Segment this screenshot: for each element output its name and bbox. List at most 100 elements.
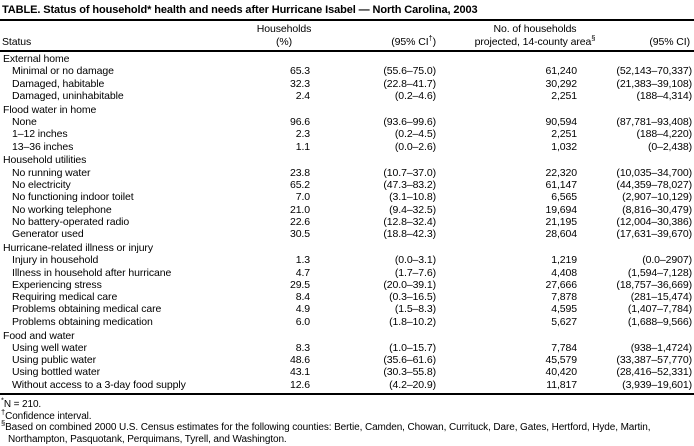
households-ci-value: (3.1–10.8) bbox=[389, 191, 436, 204]
projected-ci-value: (188–4,220) bbox=[636, 128, 692, 141]
households-pct-value: 8.4 bbox=[295, 291, 310, 304]
households-ci-value: (12.8–32.4) bbox=[383, 215, 436, 228]
projected-ci-value: (188–4,314) bbox=[636, 89, 692, 102]
households-ci-value: (0.2–4.5) bbox=[394, 128, 436, 141]
row-label: No battery-operated radio bbox=[12, 215, 130, 228]
table-body: External home Minimal or no damage 65.3 (55… bbox=[0, 52, 694, 396]
section-label: External home bbox=[3, 53, 70, 65]
households-ci-value: (93.6–99.6) bbox=[383, 115, 436, 128]
projected-households-value: 11,817 bbox=[546, 378, 577, 391]
table-row: Without access to a 3-day food supply 12.… bbox=[0, 379, 694, 391]
projected-households-value: 22,320 bbox=[545, 166, 577, 179]
col-header-projected-line1: No. of households bbox=[493, 23, 577, 35]
projected-households-value: 61,147 bbox=[545, 178, 577, 191]
table-row: Generator used 30.5 (18.8–42.3) 28,604 (17,6… bbox=[0, 228, 694, 240]
table-row: Damaged, habitable 32.3 (22.8–41.7) 30,292 (… bbox=[0, 78, 694, 90]
projected-households-value: 1,032 bbox=[551, 140, 577, 153]
projected-households-value: 28,604 bbox=[545, 228, 577, 241]
projected-ci-value: (3,939–19,601) bbox=[622, 378, 692, 391]
projected-households-value: 2,251 bbox=[551, 89, 577, 102]
footnote: †Confidence interval. bbox=[1, 407, 92, 422]
projected-ci-value: (21,383–39,108) bbox=[616, 77, 692, 90]
section-header-row: Hurricane-related illness or injury bbox=[0, 242, 694, 254]
footnote: §Based on combined 2000 U.S. Census esti… bbox=[1, 418, 651, 445]
households-pct-value: 32.3 bbox=[289, 77, 310, 90]
projected-households-value: 5,627 bbox=[551, 315, 577, 328]
col-header-ci1: (95% CI†) bbox=[320, 33, 440, 49]
row-label: Without access to a 3-day food supply bbox=[12, 378, 186, 391]
table-row: No battery-operated radio 22.6 (12.8–32.4)… bbox=[0, 216, 694, 228]
households-pct-value: 8.3 bbox=[295, 341, 310, 354]
row-label: Damaged, habitable bbox=[12, 77, 105, 90]
col-header-households-line1: Households bbox=[256, 23, 312, 35]
households-pct-value: 30.5 bbox=[289, 228, 310, 241]
row-label: No electricity bbox=[12, 178, 71, 191]
table-row: Minimal or no damage 65.3 (55.6–75.0) 61,24… bbox=[0, 65, 694, 77]
section-label: Household utilities bbox=[3, 154, 87, 167]
table-row: Experiencing stress 29.5 (20.0–39.1) 27,666… bbox=[0, 279, 694, 291]
footnotes: *N = 210. †Confidence interval. §Based on … bbox=[0, 395, 694, 445]
households-ci-value: (20.0–39.1) bbox=[383, 278, 436, 291]
projected-households-value: 7,784 bbox=[551, 341, 577, 354]
row-label: No functioning indoor toilet bbox=[12, 191, 134, 204]
projected-ci-value: (87,781–93,408) bbox=[616, 115, 692, 128]
footnote-symbol: § bbox=[1, 418, 6, 428]
households-pct-value: 1.3 bbox=[295, 254, 310, 267]
households-pct-value: 2.4 bbox=[295, 89, 310, 102]
table-row: Problems obtaining medication 6.0 (1.8–10.… bbox=[0, 316, 694, 328]
projected-label: projected, 14-county area bbox=[474, 35, 592, 48]
projected-households-value: 2,251 bbox=[551, 128, 577, 141]
projected-ci-value: (52,143–70,337) bbox=[616, 65, 692, 78]
households-pct-value: 43.1 bbox=[289, 366, 310, 379]
col-header-ci2: (95% CI) bbox=[649, 35, 690, 48]
households-pct-value: 48.6 bbox=[289, 354, 310, 367]
projected-ci-value: (18,757–36,669) bbox=[616, 278, 692, 291]
households-pct-value: 1.1 bbox=[295, 140, 310, 153]
row-label: Damaged, uninhabitable bbox=[12, 89, 124, 102]
dagger-footnote-marker: † bbox=[428, 33, 433, 42]
row-label: Problems obtaining medication bbox=[12, 315, 153, 328]
table-title: TABLE. Status of household* health and n… bbox=[0, 0, 694, 21]
row-label: Requiring medical care bbox=[12, 291, 118, 304]
households-pct-value: 4.9 bbox=[295, 303, 310, 316]
households-ci-value: (55.6–75.0) bbox=[383, 65, 436, 78]
col-header-households-pct: Households (%) bbox=[248, 23, 320, 48]
section-label: Food and water bbox=[3, 329, 75, 342]
households-pct-value: 65.2 bbox=[289, 178, 310, 191]
footnote-symbol: † bbox=[1, 407, 6, 417]
projected-households-value: 30,292 bbox=[545, 77, 577, 90]
households-pct-value: 65.3 bbox=[289, 65, 310, 78]
households-ci-value: (10.7–37.0) bbox=[383, 166, 436, 179]
projected-ci-value: (0.0–2907) bbox=[642, 254, 692, 267]
row-label: Using bottled water bbox=[12, 366, 100, 379]
households-pct-value: 7.0 bbox=[295, 191, 310, 204]
section-header-row: External home bbox=[0, 53, 694, 65]
households-pct-value: 29.5 bbox=[289, 278, 310, 291]
projected-ci-value: (1,407–7,784) bbox=[627, 303, 692, 316]
households-ci-value: (9.4–32.5) bbox=[389, 203, 436, 216]
projected-ci-value: (2,907–10,129) bbox=[622, 191, 692, 204]
households-ci-value: (0.2–4.6) bbox=[394, 89, 436, 102]
row-label: Generator used bbox=[12, 228, 84, 241]
households-ci-value: (0.0–3.1) bbox=[394, 254, 436, 267]
table-row: Using public water 48.6 (35.6–61.6) 45,579 (… bbox=[0, 354, 694, 366]
households-ci-value: (1.0–15.7) bbox=[389, 341, 436, 354]
row-label: No running water bbox=[12, 166, 91, 179]
households-pct-value: 2.3 bbox=[295, 128, 310, 141]
table-row: Using bottled water 43.1 (30.3–55.8) 40,420… bbox=[0, 366, 694, 378]
row-label: Using well water bbox=[12, 341, 87, 354]
row-label: Using public water bbox=[12, 354, 96, 367]
section-label: Flood water in home bbox=[3, 103, 97, 116]
row-label: No working telephone bbox=[12, 203, 112, 216]
row-label: Problems obtaining medical care bbox=[12, 303, 162, 316]
row-label: Illness in household after hurricane bbox=[12, 266, 172, 279]
projected-ci-value: (1,594–7,128) bbox=[627, 266, 692, 279]
households-pct-value: 23.8 bbox=[289, 166, 310, 179]
projected-ci-value: (28,416–52,331) bbox=[616, 366, 692, 379]
projected-ci-value: (12,004–30,386) bbox=[616, 215, 692, 228]
ci1-label-close: ) bbox=[432, 35, 437, 48]
ci1-label: (95% CI bbox=[391, 35, 429, 48]
table-row: No electricity 65.2 (47.3–83.2) 61,147 (44,3… bbox=[0, 179, 694, 191]
households-pct-value: 4.7 bbox=[295, 266, 310, 279]
households-ci-value: (1.7–7.6) bbox=[394, 266, 436, 279]
